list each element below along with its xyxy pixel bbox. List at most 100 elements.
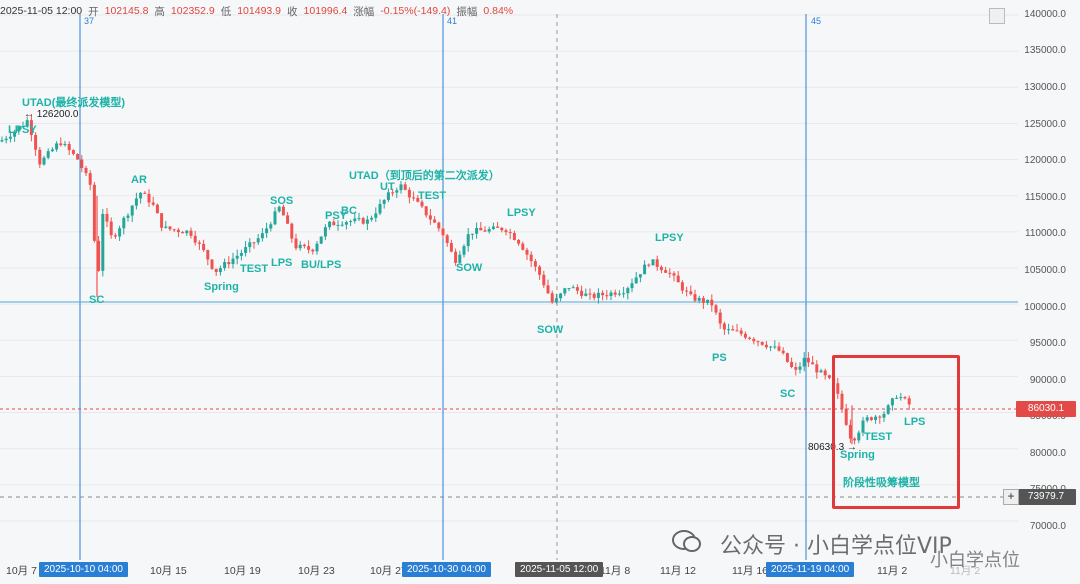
candle-body bbox=[899, 397, 903, 399]
candle-body bbox=[164, 226, 168, 228]
candle-body bbox=[46, 151, 50, 158]
candle-body bbox=[848, 424, 852, 439]
vline-number: 45 bbox=[811, 16, 822, 26]
candle-body bbox=[437, 222, 441, 229]
candle-body bbox=[563, 288, 567, 294]
candle-body bbox=[260, 233, 264, 239]
candle-body bbox=[214, 268, 218, 273]
candle-body bbox=[857, 432, 861, 441]
price-axis[interactable]: 140000.0 135000.0 130000.0 125000.0 1200… bbox=[1018, 0, 1080, 560]
candle-body bbox=[281, 206, 285, 216]
x-highlight-box: 2025-10-30 04:00 bbox=[402, 562, 491, 577]
add-alert-icon[interactable]: + bbox=[1003, 489, 1019, 505]
candle-body bbox=[886, 405, 890, 414]
candle-body bbox=[743, 333, 747, 338]
candle-body bbox=[256, 238, 260, 243]
candle-body bbox=[903, 397, 907, 399]
candle-body bbox=[0, 140, 4, 142]
candle-body bbox=[865, 417, 869, 421]
candle-body bbox=[680, 282, 684, 291]
candle-body bbox=[323, 227, 327, 237]
annotation-ut: UT bbox=[380, 181, 395, 193]
y-tick: 80000.0 bbox=[1029, 448, 1066, 459]
candle-body bbox=[290, 223, 294, 239]
candle-body bbox=[769, 346, 773, 348]
candle-body bbox=[231, 258, 235, 265]
candle-body bbox=[630, 283, 634, 289]
candle-body bbox=[840, 393, 844, 409]
candle-body bbox=[315, 243, 319, 252]
candle-body bbox=[160, 213, 164, 228]
candle-body bbox=[403, 184, 407, 190]
candle-body bbox=[428, 215, 432, 220]
change-value: -0.15%(-149.4) bbox=[380, 5, 451, 17]
ohlc-date: 2025-11-05 12:00 bbox=[0, 5, 83, 17]
annotation-bc: BC bbox=[341, 205, 357, 217]
candle-body bbox=[210, 259, 214, 269]
candle-body bbox=[693, 294, 697, 301]
candle-body bbox=[529, 254, 533, 262]
candle-body bbox=[638, 274, 642, 278]
candle-body bbox=[349, 221, 353, 223]
candle-body bbox=[626, 288, 630, 294]
candle-body bbox=[147, 193, 151, 203]
candle-body bbox=[512, 233, 516, 240]
candle-body bbox=[869, 417, 873, 420]
y-tick: 125000.0 bbox=[1024, 119, 1066, 130]
candle-body bbox=[420, 201, 424, 207]
candle-body bbox=[118, 228, 122, 237]
candle-body bbox=[571, 287, 575, 289]
candle-body bbox=[407, 189, 411, 198]
y-tick: 130000.0 bbox=[1024, 82, 1066, 93]
candle-body bbox=[508, 232, 512, 234]
candle-body bbox=[882, 413, 886, 418]
candle-body bbox=[836, 383, 840, 394]
candle-body bbox=[29, 120, 33, 136]
candle-body bbox=[748, 337, 752, 339]
candle-body bbox=[143, 192, 147, 194]
annotation-spring: Spring bbox=[204, 281, 239, 293]
candle-body bbox=[80, 159, 84, 168]
wechat-icon bbox=[672, 528, 702, 554]
candle-body bbox=[735, 330, 739, 332]
y-tick: 115000.0 bbox=[1025, 192, 1066, 203]
candle-body bbox=[340, 224, 344, 226]
annotation-lpsy: LPSY bbox=[507, 207, 536, 219]
candle-body bbox=[764, 344, 768, 348]
current-price-tag: 86030.1 bbox=[1016, 401, 1076, 417]
candle-body bbox=[88, 173, 92, 185]
candle-body bbox=[584, 293, 588, 296]
open-value: 102145.8 bbox=[104, 5, 149, 17]
candle-body bbox=[580, 290, 584, 296]
candle-body bbox=[38, 149, 42, 165]
candle-body bbox=[386, 192, 390, 200]
annotation-accumulation: 阶段性吸筹模型 bbox=[843, 477, 920, 489]
candle-body bbox=[311, 249, 315, 252]
candle-body bbox=[500, 227, 504, 231]
candle-body bbox=[542, 274, 546, 286]
fullscreen-icon[interactable] bbox=[989, 8, 1005, 24]
candle-body bbox=[344, 222, 348, 225]
candle-body bbox=[655, 259, 659, 267]
candle-body bbox=[168, 226, 172, 230]
x-highlight-box: 2025-10-10 04:00 bbox=[39, 562, 128, 577]
candle-body bbox=[395, 190, 399, 193]
candle-body bbox=[601, 292, 605, 296]
annotation-ps: PS bbox=[712, 352, 727, 364]
candle-body bbox=[718, 312, 722, 324]
candle-body bbox=[861, 420, 865, 433]
candle-body bbox=[609, 292, 613, 297]
candle-body bbox=[59, 143, 63, 146]
x-tick: 11月 8 bbox=[600, 565, 631, 577]
candle-body bbox=[391, 192, 395, 194]
x-tick: 11月 2 bbox=[877, 565, 908, 577]
y-tick: 140000.0 bbox=[1024, 9, 1066, 20]
candle-body bbox=[827, 375, 831, 378]
candle-body bbox=[370, 217, 374, 220]
candle-body bbox=[328, 221, 332, 228]
high-label: 高 bbox=[154, 5, 165, 18]
candle-body bbox=[218, 268, 222, 273]
annotation-sc: SC bbox=[780, 388, 796, 400]
